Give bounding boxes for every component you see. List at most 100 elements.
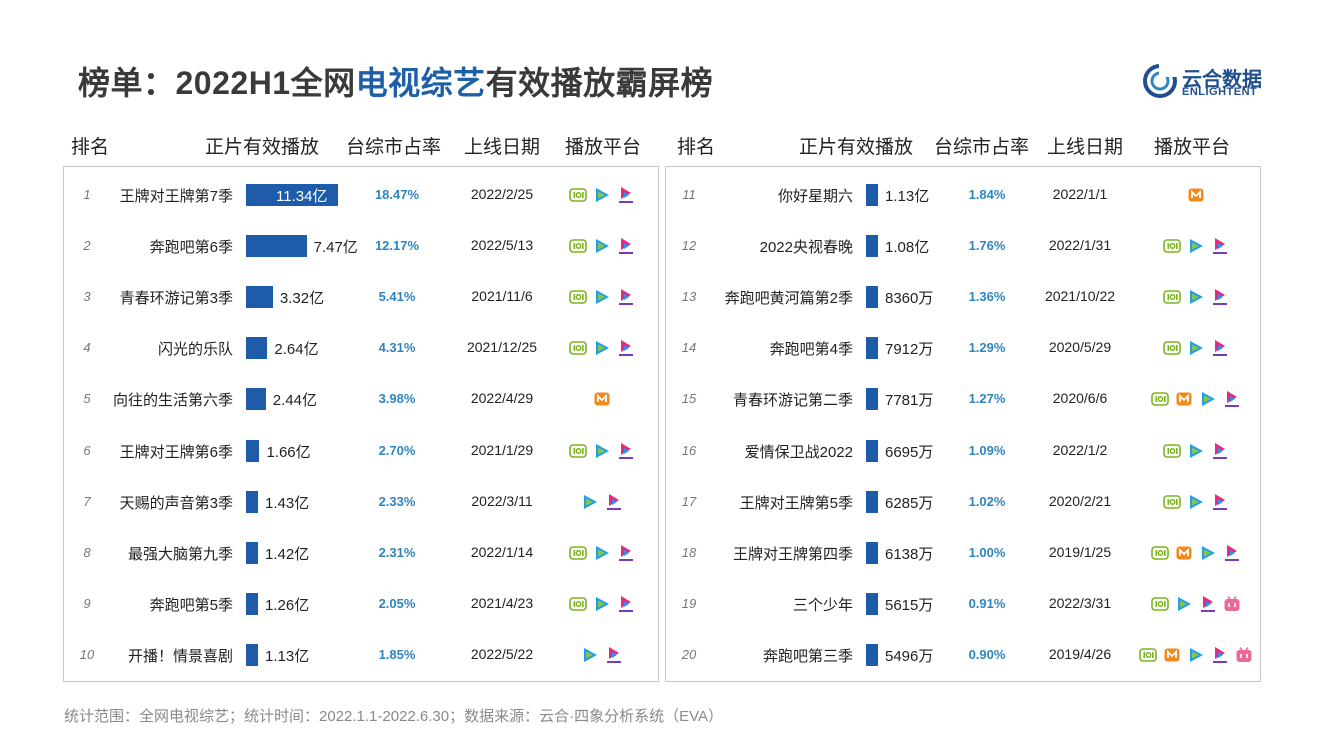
program-name: 王牌对王牌第四季 <box>732 545 853 563</box>
play-bar <box>246 184 338 206</box>
program-name: 奔跑吧第三季 <box>762 647 853 665</box>
play-value-label: 5496万 <box>885 647 934 665</box>
program-name: 王牌对王牌第5季 <box>739 494 853 512</box>
market-share: 18.47% <box>374 187 420 202</box>
play-value-label: 1.08亿 <box>885 239 930 257</box>
tencent-icon <box>1190 341 1203 356</box>
header-date-right: 上线日期 <box>1047 137 1124 158</box>
tencent-icon <box>1202 545 1215 560</box>
play-value-label: 5615万 <box>885 596 934 614</box>
release-date: 2022/3/31 <box>1048 594 1112 611</box>
rank-number: 12 <box>681 238 697 254</box>
play-bar <box>246 235 307 258</box>
market-share: 1.84% <box>968 187 1006 202</box>
youku-icon <box>1213 289 1227 306</box>
play-value-label: 1.66亿 <box>266 443 311 461</box>
release-date: 2022/5/13 <box>470 237 534 254</box>
header-play-right: 正片有效播放 <box>799 137 914 158</box>
header-date-left: 上线日期 <box>464 137 541 158</box>
release-date: 2021/11/6 <box>471 288 533 305</box>
iqiyi-icon <box>1163 341 1181 356</box>
tencent-icon <box>584 494 597 509</box>
youku-icon <box>619 289 633 306</box>
youku-icon <box>619 595 633 612</box>
play-bar <box>866 592 878 615</box>
play-value-label: 8360万 <box>885 290 934 308</box>
iqiyi-icon <box>1163 443 1181 458</box>
program-name: 奔跑吧第6季 <box>149 239 233 257</box>
program-name: 青春环游记第3季 <box>119 290 233 308</box>
play-bar <box>866 286 878 309</box>
youku-icon <box>1213 340 1227 357</box>
play-value-label: 3.32亿 <box>279 290 325 308</box>
iqiyi-icon <box>569 188 587 202</box>
platform-icons <box>556 286 648 308</box>
header-platform-right: 播放平台 <box>1154 137 1231 158</box>
platform-icons <box>556 542 648 564</box>
release-date: 2022/1/14 <box>470 543 534 560</box>
play-value-label: 7912万 <box>885 341 934 359</box>
platform-icons <box>1134 593 1258 615</box>
market-share: 0.90% <box>968 646 1006 662</box>
market-share: 2.05% <box>378 595 416 611</box>
rank-number: 9 <box>83 595 91 611</box>
iqiyi-icon <box>569 545 587 560</box>
platform-icons <box>1134 337 1258 359</box>
platform-icons <box>556 184 648 206</box>
logo-text-cn: 云合数据 <box>1182 69 1262 91</box>
rank-number: 7 <box>83 493 91 509</box>
play-bar <box>866 541 878 564</box>
rank-number: 16 <box>681 442 697 458</box>
youku-icon <box>1213 442 1227 459</box>
header-share-left: 台综市占率 <box>346 137 442 158</box>
play-value-label: 1.26亿 <box>265 596 310 614</box>
release-date: 2022/2/25 <box>470 186 534 202</box>
tencent-icon <box>1190 239 1203 254</box>
logo-text-en: ENLIGHTENT <box>1182 86 1258 98</box>
rank-number: 4 <box>83 340 91 356</box>
youku-icon <box>619 238 633 255</box>
tencent-icon <box>584 647 597 662</box>
play-bar <box>246 286 273 309</box>
program-name: 青春环游记第二季 <box>732 392 853 410</box>
mgtv-icon <box>1188 188 1204 202</box>
market-share: 4.31% <box>378 340 416 356</box>
youku-icon <box>1201 595 1215 612</box>
iqiyi-icon <box>1151 596 1169 611</box>
play-bar <box>246 643 258 666</box>
logo-mark-icon <box>1143 63 1178 98</box>
market-share: 1.76% <box>968 238 1006 254</box>
rank-number: 14 <box>681 340 697 356</box>
market-share: 1.36% <box>968 289 1006 305</box>
release-date: 2020/6/6 <box>1052 390 1108 407</box>
iqiyi-icon <box>569 341 587 356</box>
play-bar <box>246 490 258 513</box>
rank-number: 1 <box>83 187 91 202</box>
header-rank-right: 排名 <box>677 137 716 158</box>
tencent-icon <box>1202 392 1215 407</box>
footer-note: 统计范围：全网电视综艺；统计时间：2022.1.1-2022.6.30；数据来源… <box>64 708 724 725</box>
play-bar <box>866 439 878 462</box>
youku-icon <box>619 442 633 459</box>
brand-logo: 云合数据 ENLIGHTENT <box>1142 63 1262 99</box>
program-name: 王牌对王牌第6季 <box>119 443 233 461</box>
youku-icon <box>1213 493 1227 510</box>
play-bar <box>246 337 268 360</box>
play-value-label: 6138万 <box>885 545 934 563</box>
release-date: 2022/1/1 <box>1052 186 1108 202</box>
tencent-icon <box>596 188 609 202</box>
rank-number: 10 <box>79 646 95 662</box>
release-date: 2022/1/2 <box>1052 441 1108 458</box>
release-date: 2020/2/21 <box>1048 492 1112 509</box>
platform-icons <box>556 644 648 666</box>
tencent-icon <box>1190 647 1203 662</box>
play-value-label: 6695万 <box>885 443 934 461</box>
iqiyi-icon <box>1151 545 1169 560</box>
youku-icon <box>619 187 633 203</box>
play-value-label: 1.42亿 <box>265 545 310 563</box>
release-date: 2021/10/22 <box>1044 288 1116 305</box>
tencent-icon <box>596 239 609 254</box>
platform-icons <box>1134 644 1258 666</box>
youku-icon <box>1213 238 1227 255</box>
program-name: 奔跑吧第5季 <box>149 596 233 614</box>
